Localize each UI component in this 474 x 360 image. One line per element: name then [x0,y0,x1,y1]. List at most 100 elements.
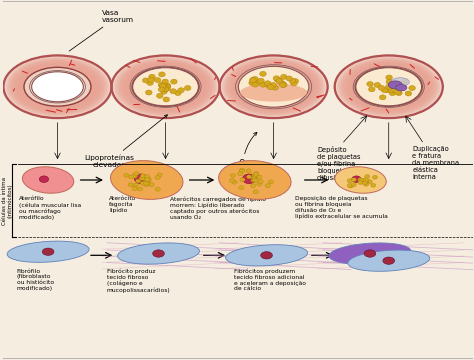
Ellipse shape [342,59,436,114]
Circle shape [251,179,256,183]
Circle shape [134,172,139,176]
Circle shape [239,186,244,190]
Ellipse shape [22,167,74,193]
Circle shape [232,180,237,184]
Circle shape [385,84,392,89]
Text: Aterófilo
(célula muscular lisa
ou macrófago
modificado): Aterófilo (célula muscular lisa ou macró… [19,196,81,220]
Circle shape [155,187,160,191]
Circle shape [351,183,356,187]
Ellipse shape [337,57,440,117]
Ellipse shape [343,60,435,113]
Circle shape [367,180,372,184]
Circle shape [359,178,365,182]
Circle shape [395,89,401,94]
Ellipse shape [10,59,105,114]
Circle shape [132,186,137,190]
Ellipse shape [18,64,96,109]
Ellipse shape [227,59,321,114]
Ellipse shape [234,63,314,110]
Circle shape [252,175,257,179]
Circle shape [132,174,137,177]
Circle shape [164,85,171,90]
Ellipse shape [3,55,111,118]
Circle shape [256,80,263,85]
Text: Deposição de plaquetas
ou fibrina bloqueia
difusão de O₂ e
lipídio extracelular : Deposição de plaquetas ou fibrina bloque… [295,196,388,219]
Circle shape [251,178,256,182]
Ellipse shape [232,63,315,111]
Circle shape [367,81,374,86]
Circle shape [382,88,388,93]
Circle shape [386,79,392,84]
Ellipse shape [132,67,199,106]
Ellipse shape [7,241,89,262]
Circle shape [164,86,170,91]
Ellipse shape [383,257,395,264]
Circle shape [160,84,167,89]
Circle shape [363,180,368,184]
Ellipse shape [24,67,91,106]
Circle shape [279,81,285,86]
Ellipse shape [5,56,110,117]
Circle shape [372,175,377,179]
Text: Aterócito
fagocita
lipídio: Aterócito fagocita lipídio [109,196,137,213]
Circle shape [358,181,363,185]
Text: O₂: O₂ [238,132,257,168]
Circle shape [348,184,353,188]
Ellipse shape [240,67,307,106]
Circle shape [149,74,155,79]
Circle shape [250,78,256,83]
Ellipse shape [347,63,430,111]
Ellipse shape [226,59,322,115]
Circle shape [409,86,415,91]
Circle shape [140,174,146,178]
Circle shape [254,172,259,176]
Circle shape [146,181,151,185]
Ellipse shape [6,57,109,117]
Circle shape [281,74,287,79]
Ellipse shape [115,58,216,116]
Circle shape [405,91,411,96]
Ellipse shape [127,64,204,109]
Circle shape [154,77,161,82]
Circle shape [145,176,150,180]
Circle shape [268,180,273,184]
Ellipse shape [344,61,433,113]
Circle shape [292,78,299,84]
Ellipse shape [11,60,103,113]
Ellipse shape [348,250,430,271]
Circle shape [128,175,134,179]
Circle shape [270,82,276,87]
Ellipse shape [13,61,102,113]
Ellipse shape [118,243,200,264]
Circle shape [384,88,391,93]
Ellipse shape [226,245,308,266]
Ellipse shape [356,68,421,106]
Ellipse shape [336,56,442,117]
Circle shape [148,77,154,82]
Ellipse shape [114,57,217,117]
Ellipse shape [335,55,443,118]
Ellipse shape [339,58,438,116]
Circle shape [246,175,252,179]
Circle shape [358,178,363,182]
Circle shape [161,82,167,87]
Circle shape [144,181,149,185]
Circle shape [365,175,370,179]
Circle shape [143,78,149,83]
Ellipse shape [39,176,49,183]
Circle shape [162,87,169,91]
Circle shape [240,178,245,182]
Circle shape [371,183,376,187]
Ellipse shape [126,63,206,110]
Circle shape [157,173,162,177]
Circle shape [146,90,152,95]
Ellipse shape [261,252,273,259]
Ellipse shape [221,56,327,117]
Ellipse shape [118,59,213,114]
Circle shape [369,87,375,92]
Circle shape [258,78,264,83]
Circle shape [143,180,148,184]
Circle shape [392,88,399,93]
Circle shape [386,75,392,80]
Circle shape [253,176,258,180]
